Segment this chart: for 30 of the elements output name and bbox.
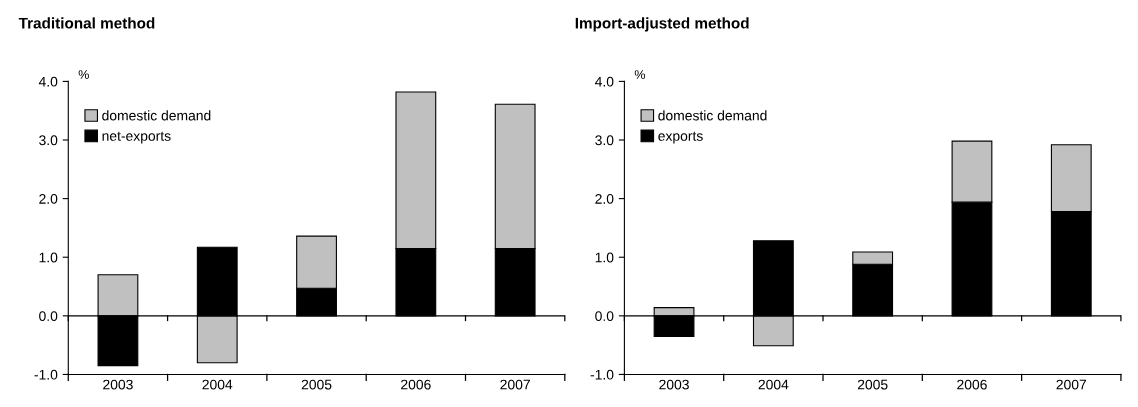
chart-title: Traditional method [18,17,155,29]
y-tick-label: 4.0 [38,76,58,87]
y-tick-label: -1.0 [590,369,614,380]
legend-label: domestic demand [102,110,211,121]
y-tick-label: 4.0 [594,76,614,87]
y-axis-title: % [634,70,645,79]
y-tick-label: 0.0 [39,311,58,321]
x-tick-label: 2005 [301,379,332,390]
chart-title: Import-adjusted method [575,17,749,32]
y-tick-label: 1.0 [595,252,614,263]
y-tick-label: 0.0 [595,311,614,321]
legend-label: net-exports [102,131,171,144]
x-tick-label: 2003 [659,379,689,390]
x-tick-label: 2004 [202,379,233,390]
x-tick-label: 2007 [500,379,530,390]
x-tick-label: 2003 [103,379,133,390]
legend-label: domestic demand [658,110,767,121]
y-tick-label: 2.0 [595,193,614,204]
x-tick-label: 2006 [957,379,987,390]
y-tick-label: 3.0 [39,135,58,146]
y-axis-title: % [78,70,89,79]
y-tick-label: 3.0 [595,135,614,146]
y-tick-label: 2.0 [39,193,58,204]
x-tick-label: 2004 [758,379,789,390]
y-tick-label: 1.0 [39,252,58,263]
x-tick-label: 2007 [1056,379,1087,390]
x-tick-label: 2005 [857,379,888,390]
legend-label: exports [658,131,703,144]
y-tick-label: -1.0 [34,369,58,380]
x-tick-label: 2006 [401,379,431,390]
